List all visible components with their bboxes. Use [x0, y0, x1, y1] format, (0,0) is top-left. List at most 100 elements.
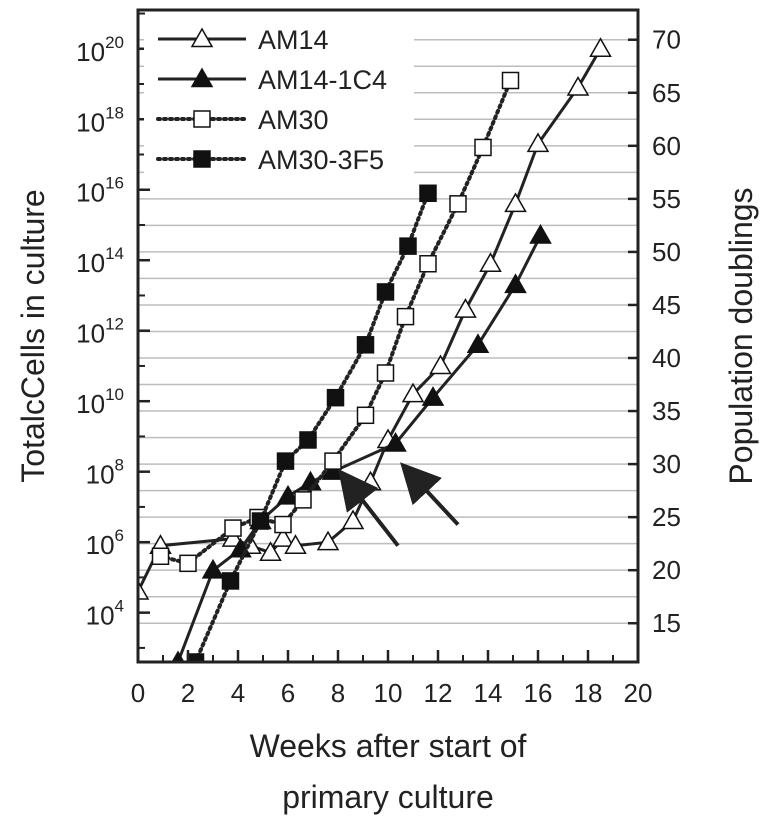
data-point: [251, 512, 270, 530]
data-point: [479, 252, 502, 273]
x-axis-title-line1: Weeks after start of: [250, 728, 527, 764]
x-tick-label: 16: [524, 678, 553, 708]
annotation-arrow: [400, 462, 460, 526]
data-point: [504, 273, 527, 294]
data-point: [474, 138, 492, 157]
data-point: [384, 431, 407, 452]
data-point: [356, 336, 375, 354]
x-tick-label: 10: [374, 678, 403, 708]
y-left-tick-label: 1016: [76, 174, 124, 208]
x-tick-label: 6: [281, 678, 295, 708]
y-right-tick-label: 55: [652, 184, 681, 214]
data-point: [356, 406, 375, 425]
data-point: [359, 470, 382, 491]
y-right-tick-label: 20: [652, 555, 681, 585]
y-right-tick-label: 70: [652, 25, 681, 55]
data-point: [193, 150, 211, 168]
y-right-tick-label: 35: [652, 396, 681, 426]
data-point: [138, 580, 150, 600]
data-point: [396, 307, 415, 326]
x-tick-label: 18: [574, 678, 603, 708]
y-left-tick-label: 1014: [76, 244, 124, 278]
data-point: [504, 192, 527, 213]
series-am14-1c4: [171, 224, 552, 662]
legend-entry: AM30: [156, 105, 329, 135]
legend-background: [144, 16, 414, 184]
y-left-axis-title: TotalcCells in culture: [15, 189, 51, 482]
data-point: [566, 76, 590, 96]
data-point: [284, 534, 307, 554]
y-right-tick-label: 50: [652, 237, 681, 267]
y-left-tick-label: 1012: [76, 315, 124, 349]
x-tick-label: 2: [181, 678, 195, 708]
data-point: [276, 484, 300, 505]
y-left-tick-label: 1020: [76, 33, 124, 67]
data-point: [529, 224, 552, 244]
data-point: [466, 333, 490, 354]
data-point: [221, 527, 245, 547]
x-tick-label: 8: [331, 678, 345, 708]
data-point: [190, 67, 214, 88]
x-tick-label: 4: [231, 678, 245, 708]
y-left-tick-label: 1010: [76, 385, 124, 419]
series-line: [176, 234, 542, 662]
data-point: [221, 572, 240, 590]
data-point: [201, 558, 225, 579]
annotation-arrows: [338, 462, 460, 547]
data-point: [341, 509, 365, 530]
axis-ticks: 1520253035404550556065701041061081010101…: [76, 12, 681, 708]
data-point: [259, 541, 282, 561]
series-am30-3f5: [186, 184, 437, 662]
y-right-tick-label: 30: [652, 449, 681, 479]
data-point: [274, 515, 292, 534]
legend-entry: AM30-3F5: [156, 145, 384, 175]
y-right-tick-label: 40: [652, 343, 681, 373]
data-point: [224, 519, 242, 537]
data-point: [179, 554, 197, 573]
data-point: [193, 110, 211, 128]
legend-entry: AM14: [158, 25, 329, 55]
y-right-axis-title: Population doublings: [723, 187, 759, 484]
series-layer: [138, 37, 612, 662]
y-left-tick-label: 108: [86, 456, 124, 490]
legend-entry: AM14-1C4: [158, 65, 387, 95]
y-left-tick-label: 106: [86, 526, 124, 560]
data-point: [449, 195, 467, 213]
legend-label: AM14-1C4: [258, 65, 387, 95]
y-right-tick-label: 60: [652, 131, 681, 161]
data-point: [429, 354, 452, 375]
data-point: [501, 71, 520, 90]
y-right-tick-label: 15: [652, 608, 681, 638]
legend-label: AM30: [258, 105, 329, 135]
data-point: [276, 452, 295, 470]
data-point: [186, 653, 205, 662]
series-am30: [151, 71, 520, 573]
legend-label: AM30-3F5: [258, 145, 384, 175]
data-point: [271, 527, 295, 547]
y-left-tick-label: 104: [86, 597, 124, 631]
data-point: [316, 530, 340, 551]
data-point: [376, 283, 395, 301]
x-tick-label: 20: [624, 678, 653, 708]
data-point: [294, 491, 312, 509]
y-right-tick-label: 25: [652, 502, 681, 532]
data-point: [589, 37, 612, 58]
legend: AM14 AM14-1C4 AM30 AM30-3F5: [144, 16, 414, 184]
annotation-arrow: [338, 468, 400, 547]
data-point: [421, 386, 445, 406]
data-point: [526, 132, 550, 153]
data-point: [454, 298, 477, 318]
data-point: [376, 364, 395, 382]
y-left-tick-label: 1018: [76, 103, 124, 137]
y-right-tick-label: 65: [652, 78, 681, 108]
legend-label: AM14: [258, 25, 329, 55]
data-point: [326, 388, 345, 407]
x-tick-label: 0: [131, 678, 145, 708]
data-point: [324, 452, 342, 470]
x-axis-title-line2: primary culture: [282, 779, 494, 815]
series-line: [193, 191, 430, 662]
data-point: [299, 431, 317, 449]
data-point: [190, 27, 214, 48]
data-point: [321, 460, 345, 480]
